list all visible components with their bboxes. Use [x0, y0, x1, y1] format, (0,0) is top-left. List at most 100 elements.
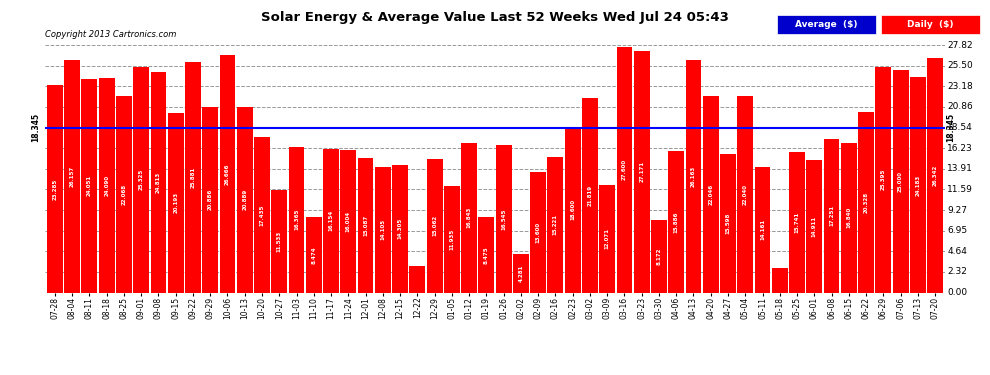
Bar [754, 166, 770, 292]
Bar [220, 55, 236, 292]
Text: 14.911: 14.911 [812, 216, 817, 237]
Text: 25.325: 25.325 [139, 169, 144, 190]
Bar [306, 217, 322, 292]
Text: 24.183: 24.183 [916, 174, 921, 195]
Bar [167, 113, 184, 292]
Text: 18.600: 18.600 [570, 199, 575, 220]
Text: 14.161: 14.161 [760, 219, 765, 240]
Text: 12.071: 12.071 [605, 228, 610, 249]
Text: 9.27: 9.27 [947, 206, 967, 214]
Text: 6.95: 6.95 [947, 226, 967, 235]
Bar [341, 150, 356, 292]
Bar [461, 142, 477, 292]
Text: 24.051: 24.051 [87, 175, 92, 196]
Bar [64, 60, 80, 292]
Text: 15.598: 15.598 [726, 212, 731, 234]
Text: 4.64: 4.64 [947, 247, 967, 256]
Bar [478, 217, 494, 292]
Text: 16.004: 16.004 [346, 211, 350, 232]
Bar [254, 137, 270, 292]
Bar [271, 190, 287, 292]
Bar [375, 167, 391, 292]
Text: 16.154: 16.154 [329, 210, 334, 231]
Bar [599, 185, 615, 292]
Bar [150, 72, 166, 292]
Text: Solar Energy & Average Value Last 52 Weeks Wed Jul 24 05:43: Solar Energy & Average Value Last 52 Wee… [261, 11, 729, 24]
Bar [720, 154, 736, 292]
Text: 2.32: 2.32 [947, 267, 967, 276]
Bar [99, 78, 115, 292]
Text: 16.365: 16.365 [294, 209, 299, 230]
Bar [858, 112, 874, 292]
Text: 25.881: 25.881 [190, 167, 195, 188]
Bar [185, 62, 201, 292]
Bar [357, 158, 373, 292]
Bar [738, 96, 753, 292]
Text: 20.328: 20.328 [863, 192, 868, 213]
Bar [875, 67, 891, 292]
Bar [323, 149, 339, 292]
Text: 23.285: 23.285 [52, 178, 57, 200]
Bar [513, 254, 529, 292]
Text: 27.82: 27.82 [947, 40, 973, 50]
Text: 26.666: 26.666 [225, 163, 230, 184]
Text: 13.91: 13.91 [947, 164, 973, 173]
Text: 0.00: 0.00 [947, 288, 967, 297]
Bar [841, 142, 856, 292]
Bar [806, 160, 823, 292]
Text: 11.59: 11.59 [947, 185, 973, 194]
Bar [564, 127, 580, 292]
Bar [427, 159, 443, 292]
Text: Copyright 2013 Cartronics.com: Copyright 2013 Cartronics.com [45, 30, 176, 39]
Bar [824, 139, 840, 292]
Bar [893, 70, 909, 292]
Bar [410, 266, 426, 292]
Bar [202, 107, 218, 292]
Bar [685, 60, 701, 292]
Text: 24.090: 24.090 [104, 175, 109, 196]
Text: 16.23: 16.23 [947, 144, 973, 153]
Bar [910, 77, 926, 292]
Text: 16.545: 16.545 [501, 208, 506, 230]
Text: 16.840: 16.840 [846, 207, 851, 228]
Bar [81, 78, 97, 292]
Text: Daily  ($): Daily ($) [908, 20, 953, 29]
Text: 4.281: 4.281 [519, 265, 524, 282]
Text: 8.474: 8.474 [311, 246, 316, 264]
Bar [444, 186, 459, 292]
Text: 21.819: 21.819 [587, 185, 592, 206]
Text: 20.889: 20.889 [243, 189, 248, 210]
Text: 23.18: 23.18 [947, 82, 973, 91]
Bar [547, 157, 563, 292]
Text: 26.163: 26.163 [691, 165, 696, 187]
Text: 15.741: 15.741 [795, 212, 800, 233]
Bar [668, 151, 684, 292]
Bar [47, 86, 62, 292]
Text: 27.171: 27.171 [640, 161, 644, 182]
Text: 8.475: 8.475 [484, 246, 489, 264]
Text: 18.345: 18.345 [31, 113, 40, 142]
Text: 24.813: 24.813 [156, 171, 161, 193]
Bar [392, 165, 408, 292]
Text: 18.345: 18.345 [946, 113, 955, 142]
Text: 15.886: 15.886 [674, 211, 679, 232]
Text: 25.000: 25.000 [898, 171, 903, 192]
Text: 8.172: 8.172 [656, 248, 661, 265]
Text: 15.221: 15.221 [552, 214, 558, 235]
Text: 17.251: 17.251 [829, 205, 834, 226]
Text: 20.886: 20.886 [208, 189, 213, 210]
Text: Average  ($): Average ($) [795, 20, 858, 29]
Text: 25.50: 25.50 [947, 61, 973, 70]
Text: 18.54: 18.54 [947, 123, 973, 132]
Bar [531, 171, 546, 292]
Bar [651, 220, 667, 292]
Text: 22.068: 22.068 [122, 184, 127, 205]
Text: 26.157: 26.157 [69, 165, 74, 187]
Text: 11.935: 11.935 [449, 229, 454, 250]
Text: 13.600: 13.600 [536, 222, 541, 243]
Bar [496, 145, 512, 292]
Bar [289, 147, 305, 292]
Text: 26.342: 26.342 [933, 165, 938, 186]
Bar [789, 153, 805, 292]
Bar [772, 268, 788, 292]
